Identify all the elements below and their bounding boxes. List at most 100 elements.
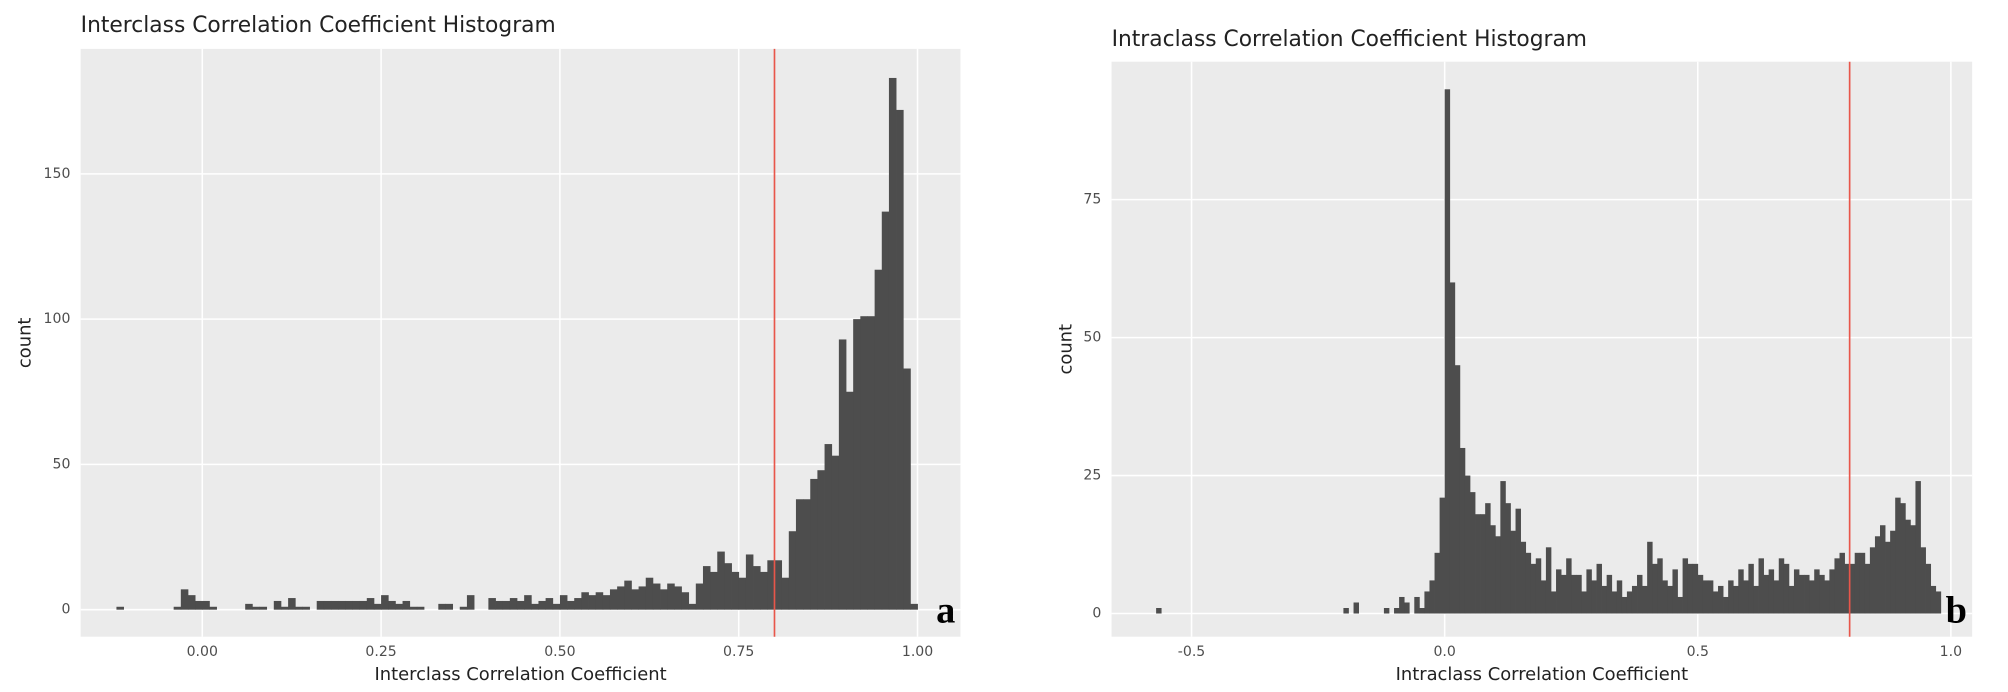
histogram-bar	[388, 600, 396, 610]
histogram-bar	[1419, 608, 1425, 614]
histogram-bar	[1500, 481, 1506, 614]
histogram-bar	[352, 600, 361, 610]
y-tick-label: 100	[44, 311, 71, 327]
panel-label: b	[1946, 589, 1967, 631]
histogram-bar	[853, 319, 861, 610]
histogram-bar	[645, 577, 654, 610]
histogram-bar	[1925, 563, 1932, 614]
histogram-bar	[1682, 558, 1689, 614]
histogram-bar	[1581, 591, 1587, 614]
histogram-bar	[1920, 547, 1926, 614]
histogram-bar	[1799, 574, 1805, 614]
histogram-bar	[1495, 536, 1501, 614]
histogram-bar	[1561, 574, 1567, 614]
histogram-bar	[831, 455, 840, 610]
histogram-bar	[688, 603, 697, 610]
histogram-bar	[745, 554, 754, 610]
histogram-bar	[1637, 574, 1643, 614]
histogram-bar	[681, 592, 690, 610]
histogram-bar	[1576, 574, 1582, 614]
histogram-bar	[910, 603, 918, 610]
histogram-bar	[1429, 580, 1435, 614]
histogram-bar	[359, 600, 368, 610]
histogram-bar	[1844, 563, 1851, 614]
histogram-bar	[1343, 608, 1349, 614]
histogram-bar	[1530, 563, 1537, 614]
chart-title: Intraclass Correlation Coefficient Histo…	[1112, 27, 1587, 52]
histogram-bar	[810, 478, 818, 610]
histogram-bar	[846, 391, 854, 610]
histogram-bar	[516, 600, 525, 610]
histogram-bar	[1864, 563, 1871, 614]
histogram-bar	[1515, 508, 1521, 614]
histogram-bar	[438, 603, 446, 610]
histogram-bar	[1783, 563, 1790, 614]
histogram-bar	[881, 211, 890, 610]
histogram-bar	[1814, 569, 1820, 614]
histogram-bar	[652, 583, 661, 610]
histogram-bar	[803, 499, 811, 610]
histogram-bar	[1880, 525, 1886, 614]
histogram-bar	[1404, 602, 1410, 614]
histogram-bar	[316, 600, 325, 610]
histogram-bar	[1712, 591, 1719, 614]
y-tick-label: 0	[1092, 606, 1101, 622]
histogram-bar	[1596, 563, 1602, 614]
histogram-bar	[1459, 447, 1466, 614]
histogram-bar	[767, 560, 775, 610]
histogram-bar	[1464, 475, 1471, 614]
histogram-bar	[1697, 574, 1704, 614]
histogram-bar	[1738, 569, 1744, 614]
histogram-bar	[1890, 530, 1896, 614]
y-axis-title: count	[1056, 324, 1077, 375]
x-tick-label: 0.50	[544, 644, 575, 660]
histogram-bar	[1854, 552, 1861, 614]
histogram-bar	[824, 444, 833, 610]
histogram-bar	[731, 571, 740, 610]
histogram-bar	[717, 551, 725, 610]
x-tick-label: 0.00	[187, 644, 218, 660]
histogram-bar	[1383, 608, 1390, 614]
histogram-bar	[1869, 547, 1876, 614]
histogram-bar	[1667, 585, 1673, 614]
histogram-bar	[245, 603, 253, 610]
histogram-bar	[1829, 569, 1835, 614]
histogram-bar	[1566, 558, 1572, 614]
histogram-bar	[1905, 519, 1911, 614]
histogram-bar	[1550, 591, 1557, 614]
histogram-bar	[1434, 552, 1440, 614]
histogram-bar	[1414, 596, 1420, 614]
x-axis-title: Interclass Correlation Coefficient	[374, 664, 666, 685]
x-axis-title: Intraclass Correlation Coefficient	[1396, 664, 1689, 685]
histogram-bar	[366, 598, 375, 610]
histogram-bar	[738, 577, 747, 610]
histogram-bar	[531, 603, 539, 610]
histogram-bar	[345, 600, 353, 610]
histogram-bar	[1454, 365, 1461, 614]
histogram-bar	[1915, 481, 1921, 614]
histogram-bar	[1819, 574, 1825, 614]
histogram-bar	[1930, 585, 1937, 614]
histogram-bar	[710, 571, 718, 610]
y-tick-label: 150	[44, 166, 71, 182]
histogram-bar	[1677, 596, 1683, 614]
histogram-bar	[1839, 552, 1845, 614]
histogram-bar	[674, 586, 682, 610]
histogram-bar	[538, 600, 546, 610]
x-tick-label: 1.00	[902, 644, 933, 660]
histogram-bar	[1753, 585, 1759, 614]
histogram-bar	[252, 606, 260, 610]
histogram-bar	[1672, 569, 1678, 614]
histogram-bar	[1631, 585, 1638, 614]
histogram-bar	[459, 606, 468, 610]
histogram-bar	[1662, 580, 1668, 614]
histogram-bar	[1480, 514, 1486, 614]
y-axis-title: count	[15, 318, 36, 369]
histogram-bar	[552, 603, 561, 610]
histogram-bar	[1773, 580, 1780, 614]
histogram-bar	[259, 606, 268, 610]
histogram-bar	[588, 595, 597, 610]
x-tick-label: 0.0	[1433, 644, 1455, 660]
histogram-bar	[1399, 596, 1405, 614]
